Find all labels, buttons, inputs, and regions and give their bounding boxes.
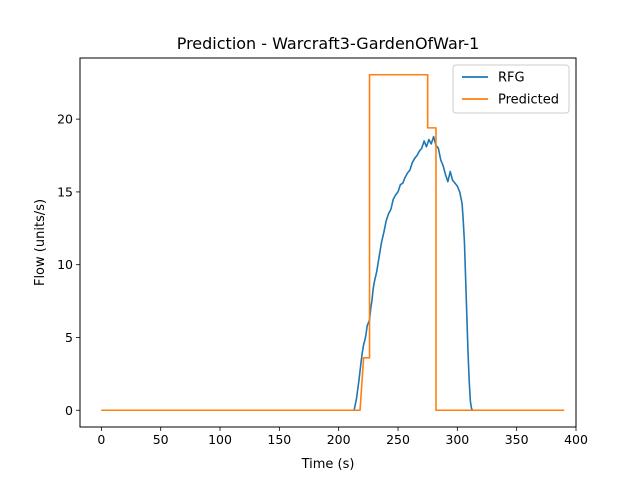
y-axis-label: Flow (units/s) [33,199,48,286]
x-tick-label: 350 [505,432,529,447]
y-tick-label: 0 [65,403,73,418]
y-tick-label: 10 [57,257,73,272]
axes: 0 50 100 150 200 250 300 350 400 0 5 10 15 20 [57,57,588,447]
x-tick-label: 100 [208,432,232,447]
series-line-predicted [101,73,565,412]
plot-area [101,73,565,412]
legend-label-rfg: RFG [498,71,525,86]
x-tick-label: 400 [564,432,588,447]
x-tick-label: 250 [386,432,410,447]
y-tick-label: 5 [65,330,73,345]
series-line-rfg [101,135,565,412]
x-tick-label: 50 [153,432,169,447]
x-tick-label: 300 [445,432,469,447]
x-tick-label: 0 [97,432,105,447]
legend: RFG Predicted [452,64,570,114]
x-tick-label: 200 [327,432,351,447]
x-tick-label: 150 [267,432,291,447]
y-tick-label: 20 [57,112,73,127]
axes-frame [79,57,577,428]
chart-title: Prediction - Warcraft3-GardenOfWar-1 [177,34,480,53]
y-tick-label: 15 [57,184,73,199]
legend-label-predicted: Predicted [498,93,559,108]
x-axis-label: Time (s) [301,457,355,472]
